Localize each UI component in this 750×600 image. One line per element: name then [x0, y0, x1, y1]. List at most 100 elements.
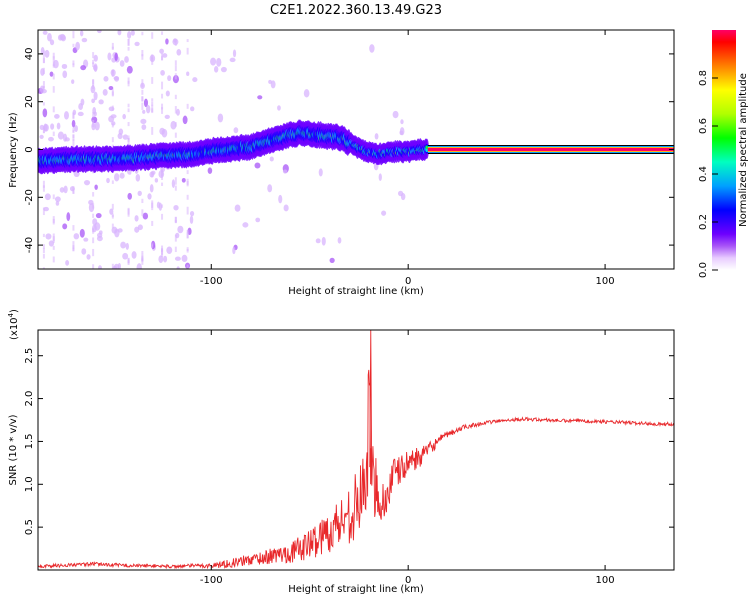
spectrogram-noise-cell	[173, 204, 179, 211]
spectrogram-noise-cell	[161, 204, 164, 208]
spectrogram-noise-cell	[337, 237, 342, 244]
spectrogram-noise-cell	[369, 44, 375, 53]
spectrogram-noise-cell	[97, 30, 102, 34]
spectrogram-noise-cell	[72, 135, 75, 141]
spectrogram-noise-cell	[207, 167, 213, 174]
spectrogram-noise-cell	[49, 39, 55, 46]
spectrogram-noise-cell	[174, 256, 181, 261]
spectrogram-noise-cell	[127, 258, 130, 266]
snr-ytick-label: 2.5	[24, 348, 35, 364]
colorbar-ticks: 0.0 0.2 0.4 0.6 0.8	[698, 70, 718, 278]
spectrogram-noise-cell	[92, 62, 95, 68]
snr-series-line	[38, 369, 674, 570]
spectrogram-noise-cell	[92, 52, 95, 59]
spectrogram-noise-cell	[127, 103, 130, 108]
spectrogram-noise-cell	[81, 37, 88, 43]
spectrogram-noise-cell	[119, 60, 125, 67]
spectrogram-noise-cell	[174, 122, 177, 127]
spectrogram-xlabel: Height of straight line (km)	[288, 286, 424, 297]
spectrogram-noise-cell	[254, 162, 261, 169]
spectrogram-noise-cell	[52, 194, 55, 200]
spectrogram-noise-cell	[127, 122, 130, 127]
spectrogram-noise-cell	[159, 48, 164, 54]
spectrogram-noise-cell	[181, 254, 188, 263]
spectrogram-noise-cell	[141, 96, 144, 102]
spectrogram-noise-cell	[131, 251, 137, 259]
spectrogram-noise-cell	[52, 236, 55, 243]
spectrogram-ytick-label: -20	[24, 189, 35, 205]
spectrogram-noise-cell	[186, 71, 190, 77]
spectrogram-noise-cell	[267, 184, 273, 193]
spectrogram-noise-cell	[174, 177, 177, 185]
spectrogram-noise-cell	[174, 60, 177, 66]
spectrogram-noise-cell	[93, 54, 98, 62]
spectrogram-noise-cell	[141, 102, 144, 110]
snr-xtick-label: 100	[596, 575, 615, 586]
spectrogram-heatmap	[38, 30, 674, 269]
spectrogram-noise-cell	[181, 177, 186, 183]
spectrogram-noise-cell	[329, 257, 335, 263]
spectrogram-noise-cell	[151, 101, 154, 106]
spectrogram-noise-cell	[142, 109, 146, 114]
spectrogram-noise-cell	[154, 178, 159, 183]
spectrogram-noise-cell	[141, 250, 144, 255]
spectrogram-noise-cell	[61, 63, 68, 69]
spectrogram-noise-cell	[162, 53, 168, 58]
spectrogram-noise-cell	[186, 264, 189, 269]
spectrogram-noise-cell	[95, 134, 100, 140]
spectrogram-noise-cell	[141, 198, 144, 204]
spectrogram-noise-cell	[120, 241, 127, 249]
spectrogram-ytick-label: -40	[24, 237, 35, 253]
spectrogram-noise-cell	[210, 57, 217, 66]
spectrogram-noise-cell	[72, 112, 75, 120]
spectrogram-noise-cell	[127, 77, 130, 84]
spectrogram-noise-cell	[72, 63, 75, 68]
spectrogram-noise-cell	[127, 192, 132, 200]
spectrogram-noise-cell	[42, 180, 45, 188]
spectrogram-noise-cell	[92, 84, 95, 89]
spectrogram-noise-cell	[161, 53, 164, 61]
spectrogram-noise-cell	[42, 248, 45, 254]
spectrogram-noise-cell	[127, 137, 130, 146]
spectrogram-noise-cell	[232, 246, 236, 255]
spectrogram-noise-cell	[62, 223, 68, 230]
spectrogram-noise-cell	[174, 40, 177, 46]
spectrogram-xtick-label: -100	[200, 276, 223, 287]
spectrogram-noise-cell	[102, 89, 108, 96]
spectrogram-noise-cell	[216, 57, 222, 67]
spectrogram-noise-cell	[141, 49, 144, 57]
colorbar-tick-label: 0.8	[698, 70, 709, 86]
colorbar-label: Normalized spectral amplitude	[738, 73, 749, 227]
spectrogram-noise-cell	[114, 173, 120, 182]
spectrogram-noise-cell	[122, 134, 129, 140]
spectrogram-ticks: -100 0 100 -40 -20 0 20 40	[24, 30, 674, 287]
spectrogram-noise-cell	[111, 213, 114, 217]
spectrogram-xtick-label: 0	[405, 276, 411, 287]
spectrogram-noise-cell	[44, 193, 51, 201]
spectrogram-noise-cell	[318, 168, 323, 177]
spectrogram-noise-cell	[52, 52, 55, 59]
spectrogram-noise-cell	[111, 105, 114, 111]
spectrogram-noise-cell	[161, 107, 164, 114]
spectrogram-noise-cell	[174, 73, 177, 80]
spectrogram-noise-cell	[72, 127, 75, 133]
spectrogram-noise-cell	[92, 218, 98, 226]
spectrogram-noise-cell	[99, 41, 105, 49]
spectrogram-noise-cell	[52, 131, 55, 137]
spectrogram-noise-cell	[108, 86, 114, 91]
snr-series-spike	[369, 330, 373, 485]
spectrogram-noise-cell	[95, 212, 102, 219]
spectrogram-noise-cell	[38, 245, 41, 253]
spectrogram-noise-cell	[42, 267, 45, 269]
spectrogram-noise-cell	[213, 66, 219, 73]
spectrogram-noise-cell	[229, 57, 236, 63]
figure-title: C2E1.2022.360.13.49.G23	[270, 3, 442, 18]
spectrogram-ytick-label: 20	[24, 95, 35, 108]
spectrogram-noise-cell	[174, 94, 177, 100]
spectrogram-noise-cell	[186, 103, 189, 109]
spectrogram-noise-cell	[44, 49, 50, 58]
colorbar-tick-label: 0.4	[698, 166, 709, 182]
spectrogram-noise-cell	[176, 266, 180, 269]
spectrogram-noise-cell	[166, 246, 173, 255]
